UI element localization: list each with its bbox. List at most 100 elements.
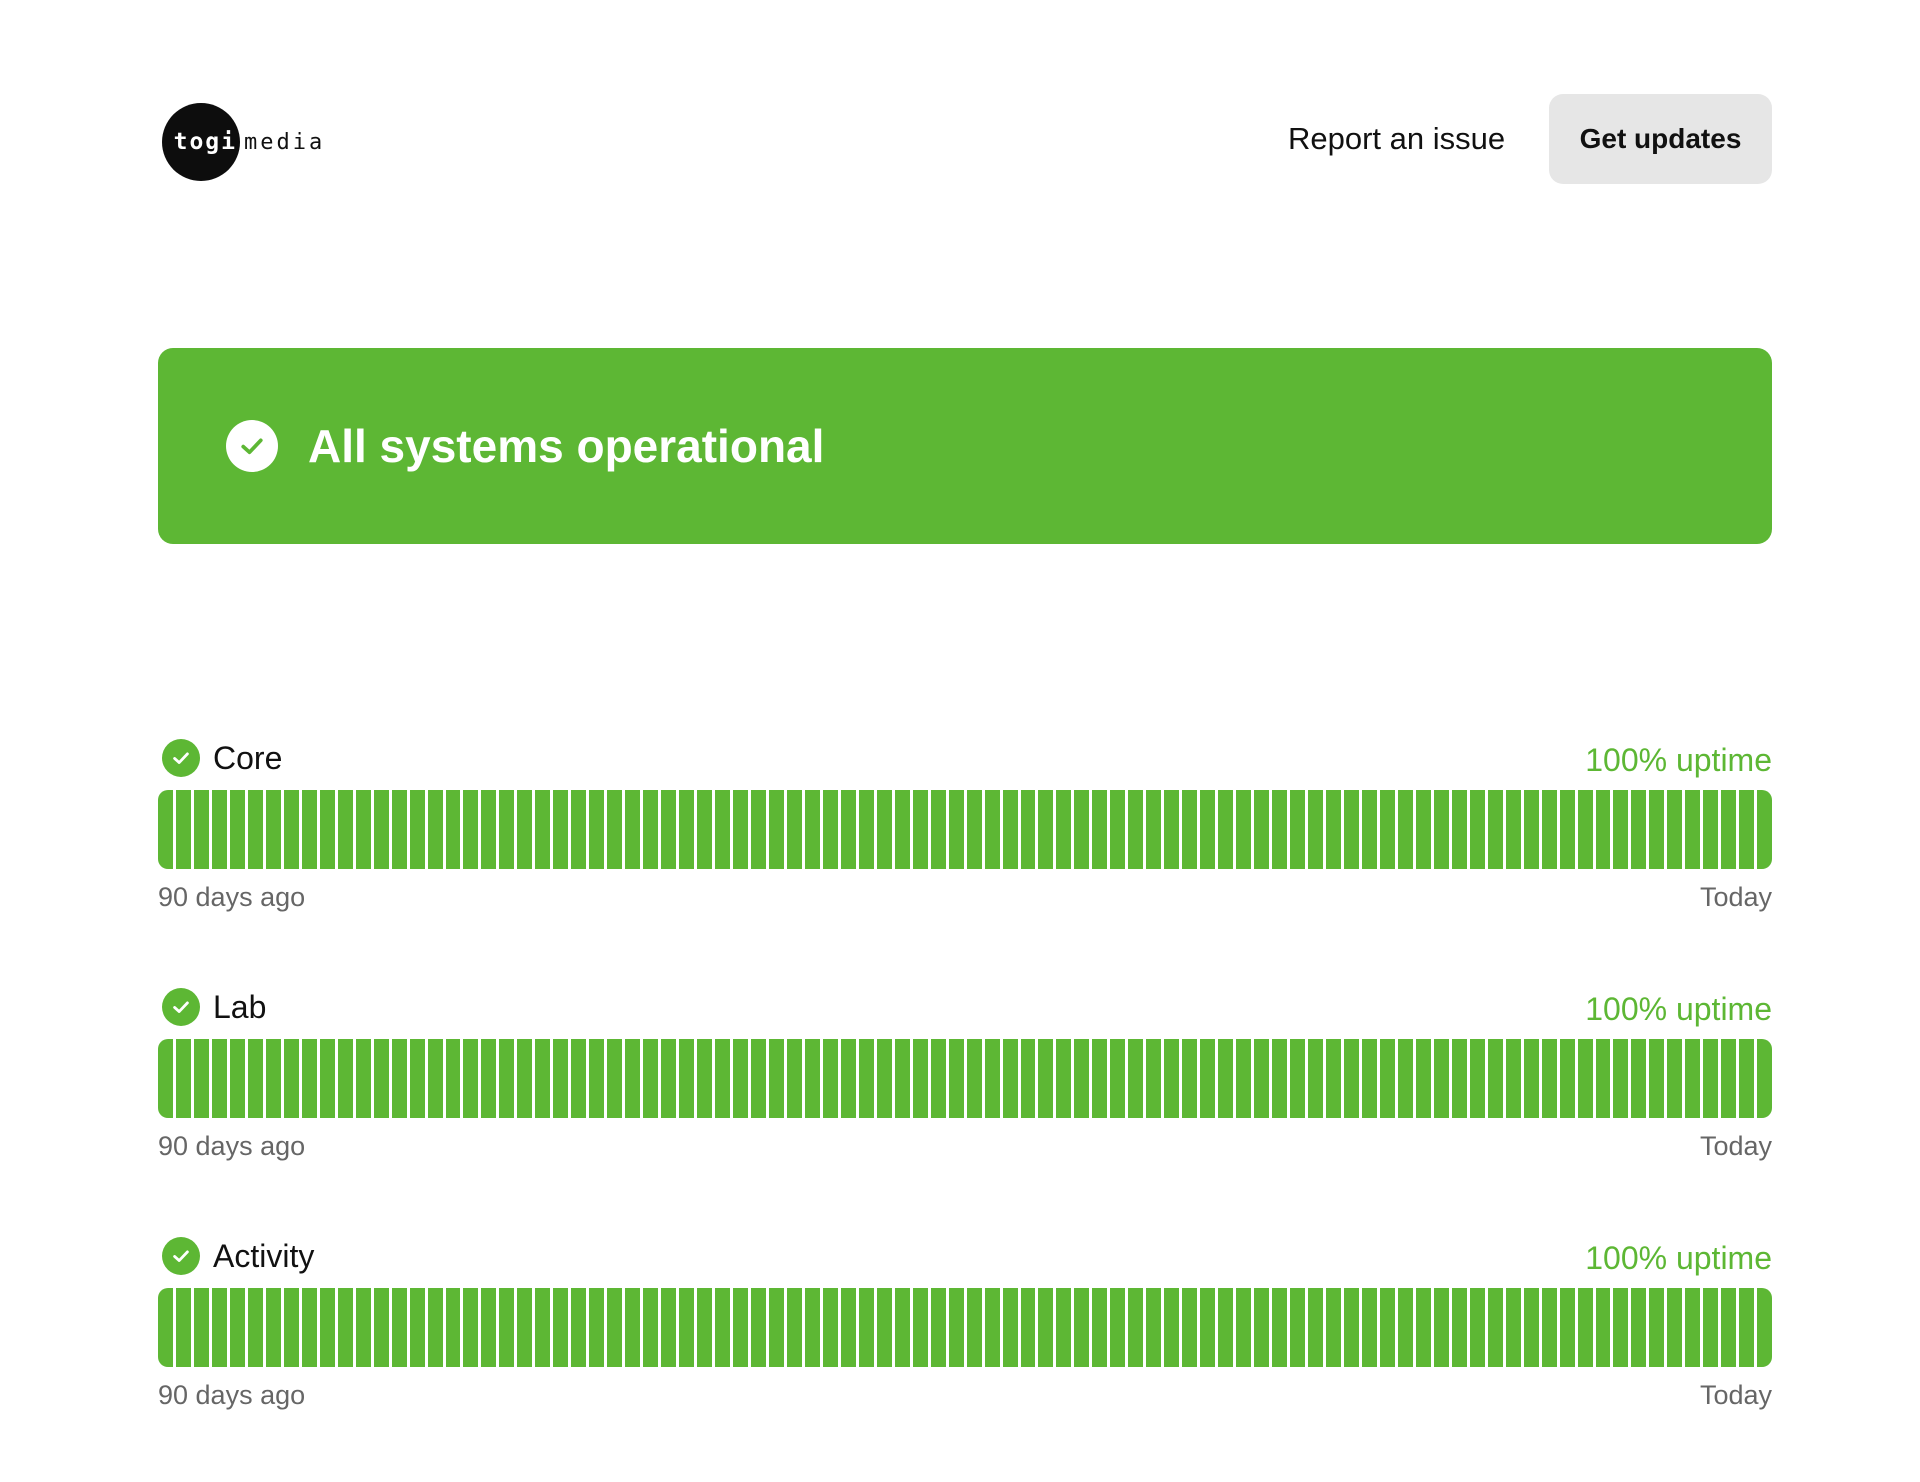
uptime-day-bar[interactable] — [822, 1039, 838, 1118]
uptime-day-bar[interactable] — [948, 790, 964, 869]
uptime-day-bar[interactable] — [786, 1288, 802, 1367]
uptime-day-bar[interactable] — [517, 1039, 533, 1118]
uptime-day-bar[interactable] — [1469, 1039, 1485, 1118]
uptime-day-bar[interactable] — [1739, 1288, 1755, 1367]
uptime-day-bar[interactable] — [1415, 1288, 1431, 1367]
uptime-day-bar[interactable] — [876, 1039, 892, 1118]
uptime-day-bar[interactable] — [463, 1039, 479, 1118]
uptime-day-bar[interactable] — [1487, 790, 1503, 869]
uptime-day-bar[interactable] — [571, 1288, 587, 1367]
uptime-day-bar[interactable] — [679, 1288, 695, 1367]
uptime-day-bar[interactable] — [481, 1039, 497, 1118]
uptime-day-bar[interactable] — [1721, 1288, 1737, 1367]
uptime-day-bar[interactable] — [337, 1039, 353, 1118]
uptime-day-bar[interactable] — [589, 1039, 605, 1118]
uptime-day-bar[interactable] — [1451, 790, 1467, 869]
uptime-day-bar[interactable] — [1110, 790, 1126, 869]
uptime-day-bar[interactable] — [1272, 790, 1288, 869]
uptime-day-bar[interactable] — [229, 1288, 245, 1367]
uptime-day-bar[interactable] — [607, 1039, 623, 1118]
uptime-day-bar[interactable] — [1074, 1039, 1090, 1118]
uptime-day-bar[interactable] — [1325, 1039, 1341, 1118]
uptime-day-bar[interactable] — [894, 790, 910, 869]
uptime-day-bar[interactable] — [1200, 1039, 1216, 1118]
uptime-day-bar[interactable] — [786, 1039, 802, 1118]
uptime-day-bar[interactable] — [301, 1039, 317, 1118]
uptime-day-bar[interactable] — [1577, 790, 1593, 869]
uptime-day-bar[interactable] — [1667, 1288, 1683, 1367]
uptime-day-bar[interactable] — [158, 1039, 173, 1118]
uptime-day-bar[interactable] — [697, 790, 713, 869]
uptime-day-bar[interactable] — [1721, 790, 1737, 869]
uptime-day-bar[interactable] — [571, 1039, 587, 1118]
uptime-day-bar[interactable] — [733, 790, 748, 869]
uptime-day-bar[interactable] — [1667, 790, 1683, 869]
uptime-day-bar[interactable] — [481, 790, 497, 869]
uptime-day-bar[interactable] — [1451, 1039, 1467, 1118]
uptime-day-bar[interactable] — [679, 1039, 695, 1118]
uptime-day-bar[interactable] — [948, 1039, 964, 1118]
uptime-day-bar[interactable] — [1559, 1039, 1575, 1118]
uptime-day-bar[interactable] — [1685, 790, 1701, 869]
uptime-day-bar[interactable] — [733, 1039, 748, 1118]
uptime-day-bar[interactable] — [912, 790, 928, 869]
uptime-day-bar[interactable] — [1523, 1288, 1539, 1367]
uptime-day-bar[interactable] — [158, 1288, 173, 1367]
uptime-day-bar[interactable] — [1146, 790, 1162, 869]
uptime-day-bar[interactable] — [265, 1288, 281, 1367]
uptime-day-bar[interactable] — [1613, 1288, 1629, 1367]
uptime-day-bar[interactable] — [535, 790, 551, 869]
uptime-day-bar[interactable] — [247, 790, 263, 869]
uptime-day-bar[interactable] — [409, 1288, 425, 1367]
uptime-day-bar[interactable] — [1595, 1288, 1611, 1367]
uptime-day-bar[interactable] — [1200, 1288, 1216, 1367]
uptime-day-bar[interactable] — [445, 1039, 461, 1118]
uptime-day-bar[interactable] — [661, 1039, 677, 1118]
uptime-day-bar[interactable] — [193, 790, 209, 869]
uptime-day-bar[interactable] — [1415, 1039, 1431, 1118]
uptime-day-bar[interactable] — [1038, 790, 1054, 869]
uptime-day-bar[interactable] — [1236, 790, 1252, 869]
uptime-day-bar[interactable] — [1272, 1288, 1288, 1367]
uptime-day-bar[interactable] — [1325, 1288, 1341, 1367]
uptime-day-bar[interactable] — [1433, 1288, 1449, 1367]
uptime-day-bar[interactable] — [1272, 1039, 1288, 1118]
uptime-day-bar[interactable] — [1128, 1288, 1144, 1367]
uptime-day-bar[interactable] — [1487, 1288, 1503, 1367]
uptime-day-bar[interactable] — [840, 790, 856, 869]
uptime-day-bar[interactable] — [1739, 1039, 1755, 1118]
uptime-day-bar[interactable] — [1649, 1039, 1665, 1118]
uptime-day-bar[interactable] — [1703, 1288, 1719, 1367]
uptime-day-bar[interactable] — [984, 1039, 1000, 1118]
uptime-day-bar[interactable] — [301, 1288, 317, 1367]
uptime-day-bar[interactable] — [1002, 1039, 1018, 1118]
uptime-day-bar[interactable] — [1505, 790, 1521, 869]
uptime-day-bar[interactable] — [1577, 1039, 1593, 1118]
uptime-day-bar[interactable] — [1433, 790, 1449, 869]
uptime-day-bar[interactable] — [625, 790, 641, 869]
uptime-day-bar[interactable] — [715, 790, 730, 869]
uptime-day-bar[interactable] — [930, 1288, 946, 1367]
uptime-day-bar[interactable] — [1451, 1288, 1467, 1367]
uptime-day-bar[interactable] — [247, 1039, 263, 1118]
uptime-day-bar[interactable] — [445, 790, 461, 869]
uptime-day-bar[interactable] — [1739, 790, 1755, 869]
uptime-day-bar[interactable] — [1182, 1288, 1198, 1367]
togi-media-logo[interactable]: togi media — [162, 103, 325, 181]
uptime-day-bar[interactable] — [1379, 790, 1395, 869]
uptime-day-bar[interactable] — [1541, 790, 1557, 869]
uptime-day-bar[interactable] — [930, 1039, 946, 1118]
uptime-day-bar[interactable] — [319, 1288, 335, 1367]
uptime-day-bar[interactable] — [1397, 1288, 1413, 1367]
uptime-day-bar[interactable] — [337, 790, 353, 869]
uptime-day-bar[interactable] — [1308, 1288, 1323, 1367]
uptime-day-bar[interactable] — [283, 1288, 299, 1367]
uptime-day-bar[interactable] — [1218, 1288, 1234, 1367]
uptime-day-bar[interactable] — [391, 790, 407, 869]
uptime-day-bar[interactable] — [697, 1039, 713, 1118]
uptime-day-bar[interactable] — [661, 790, 677, 869]
uptime-day-bar[interactable] — [1469, 790, 1485, 869]
uptime-day-bar[interactable] — [481, 1288, 497, 1367]
uptime-day-bar[interactable] — [912, 1288, 928, 1367]
uptime-day-bar[interactable] — [553, 1039, 569, 1118]
